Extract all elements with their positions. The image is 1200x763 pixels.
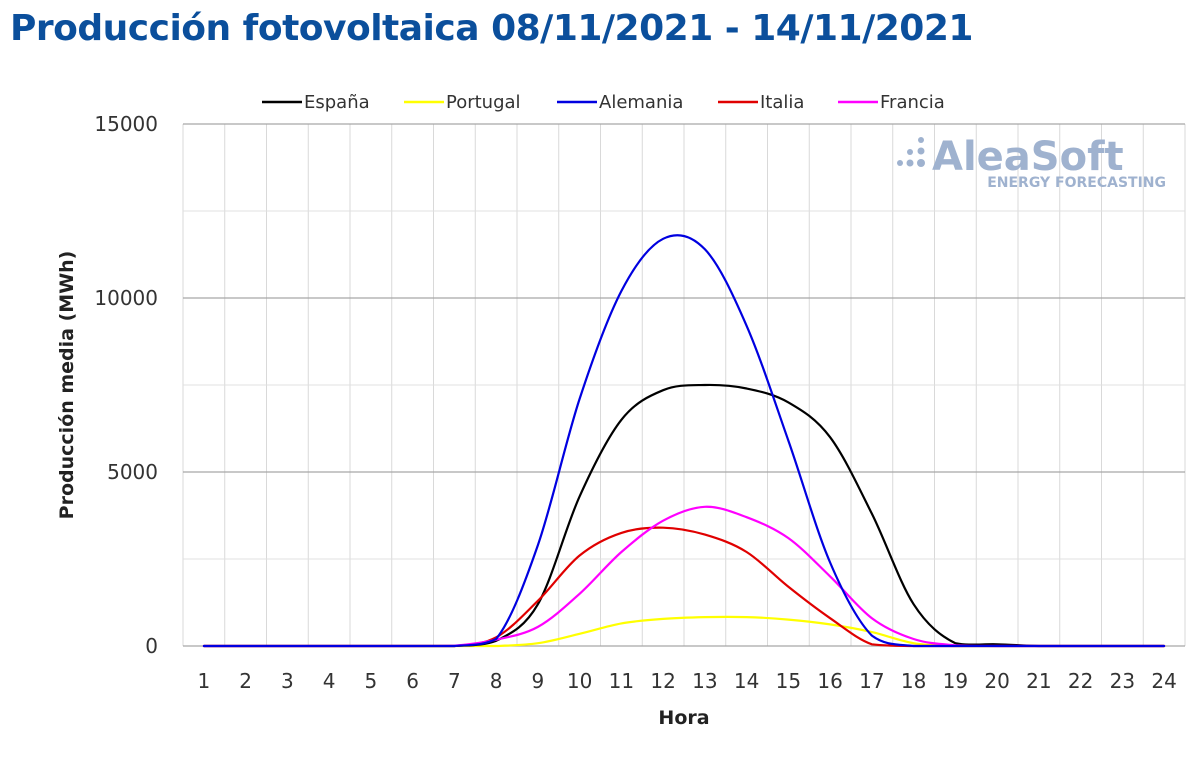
x-tick-label: 22	[1068, 669, 1093, 693]
x-tick-label: 17	[859, 669, 884, 693]
x-tick-label: 12	[650, 669, 675, 693]
x-tick-label: 1	[198, 669, 211, 693]
legend-item: Portugal	[404, 92, 521, 113]
y-tick-label: 10000	[94, 286, 158, 310]
logo-tagline: ENERGY FORECASTING	[987, 175, 1166, 191]
legend-item: España	[262, 92, 370, 113]
series-lines	[202, 234, 1166, 648]
legend-label: España	[304, 92, 370, 113]
legend-item: Italia	[718, 92, 804, 113]
series-line-alemania	[202, 234, 1166, 648]
x-tick-label: 20	[984, 669, 1009, 693]
y-axis-title: Producción media (MWh)	[56, 251, 78, 520]
x-tick-label: 13	[692, 669, 717, 693]
x-tick-label: 16	[817, 669, 842, 693]
logo-dots-icon	[897, 137, 925, 167]
x-tick-label: 5	[365, 669, 378, 693]
x-tick-label: 3	[281, 669, 294, 693]
logo-name: AleaSoft	[932, 134, 1124, 180]
y-tick-label: 15000	[94, 112, 158, 136]
x-tick-label: 2	[239, 669, 252, 693]
x-tick-label: 7	[448, 669, 461, 693]
y-tick-label: 0	[145, 634, 158, 658]
x-tick-labels: 1 2 3 4 5 6 7 8 9 10 11 12 13 14 15 16 17 18 19 20 21 22 23 24	[198, 669, 1177, 693]
x-tick-label: 21	[1026, 669, 1051, 693]
chart-title: Producción fotovoltaica 08/11/2021 - 14/…	[10, 8, 973, 49]
aleasoft-logo: AleaSoft ENERGY FORECASTING	[897, 134, 1166, 191]
x-tick-label: 14	[734, 669, 759, 693]
legend: España Portugal Alemania Italia Francia	[262, 92, 945, 113]
x-tick-label: 23	[1110, 669, 1135, 693]
x-tick-label: 18	[901, 669, 926, 693]
x-axis-title: Hora	[658, 707, 709, 729]
x-tick-label: 4	[323, 669, 336, 693]
y-tick-labels: 0 5000 10000 15000	[94, 112, 158, 658]
legend-item: Francia	[838, 92, 945, 113]
x-tick-label: 8	[490, 669, 503, 693]
legend-label: Portugal	[446, 92, 521, 113]
legend-label: Alemania	[599, 92, 683, 113]
legend-label: Italia	[760, 92, 804, 113]
x-tick-label: 15	[776, 669, 801, 693]
legend-item: Alemania	[557, 92, 683, 113]
x-tick-label: 24	[1151, 669, 1176, 693]
y-tick-label: 5000	[107, 460, 158, 484]
x-tick-label: 10	[567, 669, 592, 693]
x-tick-label: 9	[532, 669, 545, 693]
x-tick-label: 11	[609, 669, 634, 693]
x-tick-label: 6	[406, 669, 419, 693]
x-tick-label: 19	[943, 669, 968, 693]
legend-label: Francia	[880, 92, 945, 113]
